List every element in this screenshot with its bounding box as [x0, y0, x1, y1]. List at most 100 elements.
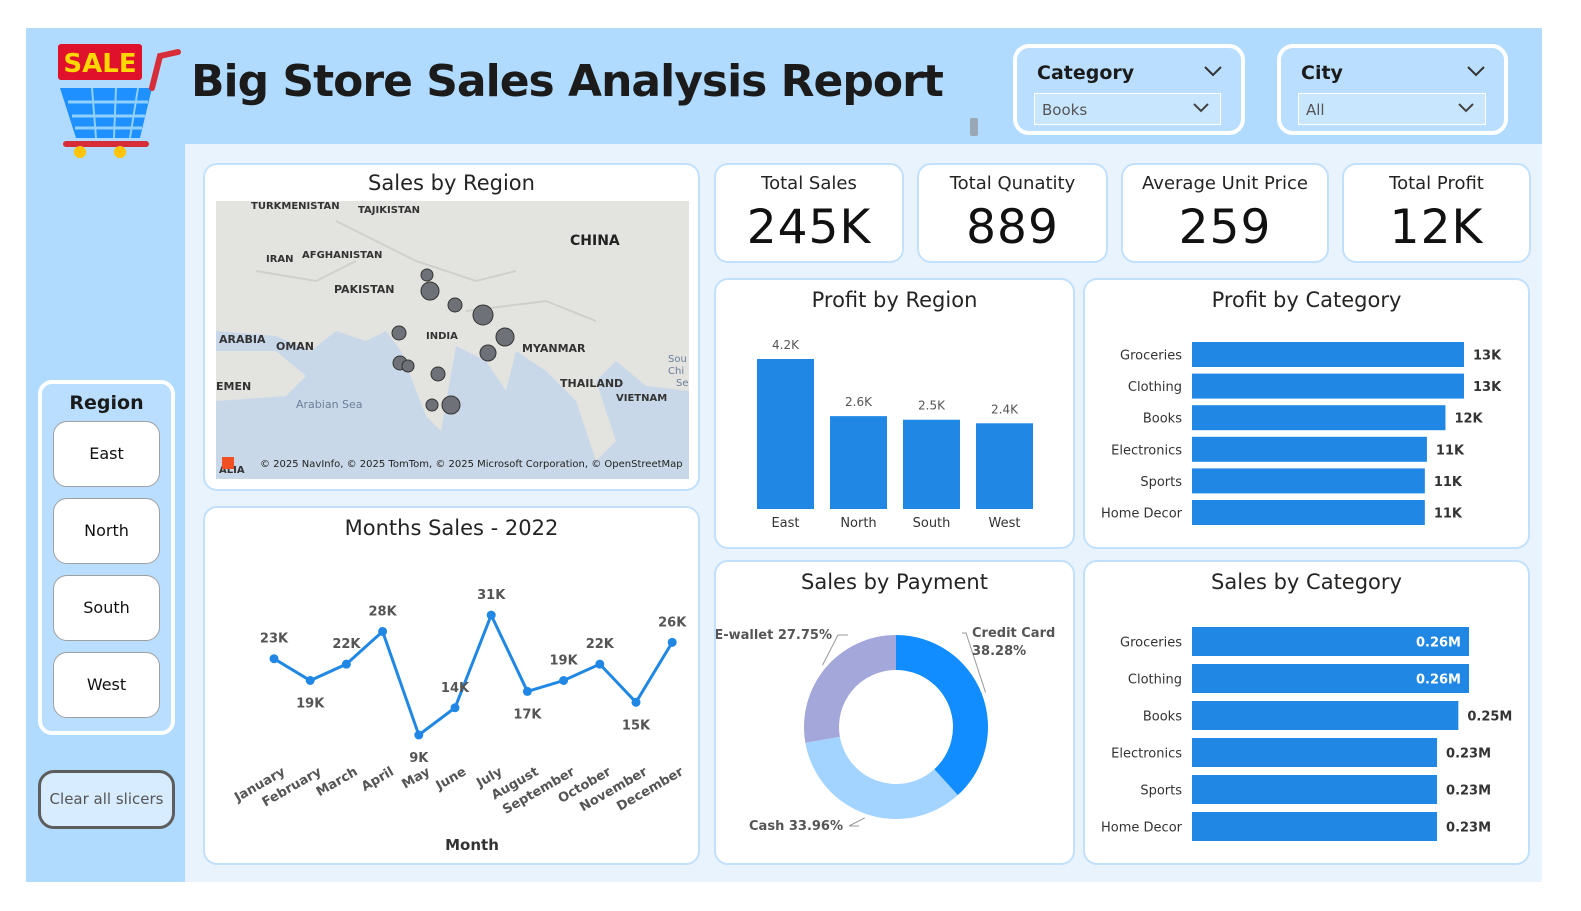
donut-slice	[804, 635, 896, 743]
leader-line	[822, 634, 848, 666]
region-button-south[interactable]: South	[53, 575, 160, 641]
data-point	[667, 637, 677, 647]
data-label: 0.25M	[1467, 710, 1512, 725]
tick-label: Books	[1143, 710, 1182, 725]
map-label: EMEN	[216, 380, 251, 393]
data-label: 11K	[1436, 443, 1465, 458]
data-point	[631, 697, 641, 707]
clear-all-slicers-button[interactable]: Clear all slicers	[38, 770, 175, 829]
map-bubbles[interactable]	[391, 268, 515, 415]
sales-by-category-chart[interactable]: Groceries 0.26M Clothing 0.26M Books 0.25M Ele…	[1085, 562, 1528, 863]
chart-title: Profit by Region	[811, 288, 978, 312]
data-label: 15K	[622, 718, 651, 733]
map-label: OMAN	[276, 340, 314, 353]
data-label: 2.4K	[991, 402, 1019, 416]
city-slicer-label: City	[1301, 62, 1343, 84]
bar	[1192, 627, 1469, 656]
tick-label: Sports	[1140, 475, 1182, 490]
sales-map[interactable]: TURKMENISTAN TAJIKISTAN CHINA IRAN AFGHA…	[216, 201, 689, 479]
map-label: ARABIA	[219, 333, 266, 346]
profit-by-region-chart[interactable]: 4.2K East 2.6K North 2.5K South 2.4K West	[716, 280, 1073, 547]
tick-label: South	[913, 516, 951, 531]
chart-title: Sales by Payment	[801, 570, 988, 594]
data-label: 26K	[658, 615, 687, 630]
data-label: 0.26M	[1416, 673, 1461, 688]
region-slicer: Region East North South West	[38, 380, 175, 735]
data-point	[414, 730, 424, 740]
svg-text:SALE: SALE	[63, 49, 136, 79]
data-label: 22K	[586, 637, 615, 652]
city-slicer[interactable]: City All	[1277, 44, 1508, 135]
tick-label: Home Decor	[1101, 507, 1183, 522]
tick-label: Groceries	[1120, 349, 1182, 364]
data-label: 0.23M	[1446, 747, 1491, 762]
bar	[976, 423, 1033, 509]
tick-label: Home Decor	[1101, 821, 1183, 836]
kpi-title: Total Profit	[1389, 173, 1484, 194]
data-label: 0.26M	[1416, 636, 1461, 651]
chart-title: Profit by Category	[1211, 288, 1402, 312]
donut-slice	[805, 736, 958, 819]
kpi-card-average-unit-price: Average Unit Price 259	[1121, 163, 1329, 263]
bar	[1192, 373, 1464, 399]
city-dropdown[interactable]: All	[1298, 93, 1486, 125]
series-line	[273, 611, 674, 738]
map-label: PAKISTAN	[334, 283, 394, 296]
kpi-value: 889	[966, 200, 1059, 255]
category-dropdown[interactable]: Books	[1034, 93, 1221, 125]
data-label: 13K	[1473, 380, 1502, 395]
map-label: ALIA	[219, 465, 245, 476]
map-label: INDIA	[426, 331, 458, 342]
bar	[1192, 500, 1425, 525]
map-label: AFGHANISTAN	[302, 250, 382, 261]
axis-label: Month	[445, 836, 499, 854]
data-label: 28K	[369, 604, 398, 619]
city-dropdown-value: All	[1306, 101, 1325, 119]
data-point	[486, 610, 496, 620]
region-button-east[interactable]: East	[53, 421, 160, 487]
kpi-value: 12K	[1389, 200, 1484, 255]
region-button-north[interactable]: North	[53, 498, 160, 564]
data-label: 22K	[332, 637, 361, 652]
data-label: Credit Card	[972, 626, 1055, 641]
sales-by-payment-chart[interactable]: Credit Card 38.28% Cash 33.96% E-wallet 27.…	[716, 562, 1073, 863]
bar	[830, 416, 887, 509]
tick-label: March	[314, 764, 361, 800]
data-point	[305, 676, 315, 685]
kpi-value: 259	[1178, 200, 1272, 255]
bar	[1192, 701, 1459, 730]
data-point	[559, 676, 569, 685]
bar	[1192, 405, 1446, 431]
data-point	[522, 686, 532, 696]
data-label: 19K	[550, 654, 579, 669]
tick-label: West	[989, 516, 1021, 531]
months-sales-chart[interactable]: 23KJanuary19KFebruary22KMarch28KApril9KM…	[205, 508, 698, 863]
data-label: 2.6K	[845, 395, 873, 409]
sales-by-region-map-card: Sales by Region TURKMENISTAN TAJIKISTAN …	[203, 163, 700, 491]
kpi-value: 245K	[746, 200, 872, 255]
scroll-handle[interactable]	[970, 118, 978, 136]
data-label: 9K	[409, 751, 429, 766]
map-label: VIETNAM	[616, 393, 667, 404]
data-point	[341, 659, 351, 669]
chart-title: Months Sales - 2022	[344, 516, 559, 540]
data-label: 31K	[477, 588, 506, 603]
region-slicer-title: Region	[69, 392, 144, 414]
data-point	[269, 654, 279, 664]
category-dropdown-value: Books	[1042, 101, 1088, 119]
tick-label: April	[359, 764, 397, 794]
map-label: Sou	[668, 354, 687, 365]
data-point	[595, 659, 605, 669]
data-label: 0.23M	[1446, 784, 1491, 799]
profit-by-category-chart[interactable]: Groceries 13K Clothing 13K Books 12K Electroni…	[1085, 280, 1528, 547]
data-label: Cash 33.96%	[749, 819, 843, 834]
kpi-title: Average Unit Price	[1142, 173, 1308, 194]
chevron-down-icon[interactable]	[1203, 64, 1223, 78]
region-button-west[interactable]: West	[53, 652, 160, 718]
kpi-title: Total Sales	[761, 173, 857, 194]
map-label: CHINA	[570, 233, 620, 249]
tick-label: East	[771, 516, 799, 531]
chevron-down-icon[interactable]	[1466, 64, 1486, 78]
category-slicer[interactable]: Category Books	[1013, 44, 1245, 135]
map-attribution: © 2025 NavInfo, © 2025 TomTom, © 2025 Mi…	[260, 459, 683, 470]
